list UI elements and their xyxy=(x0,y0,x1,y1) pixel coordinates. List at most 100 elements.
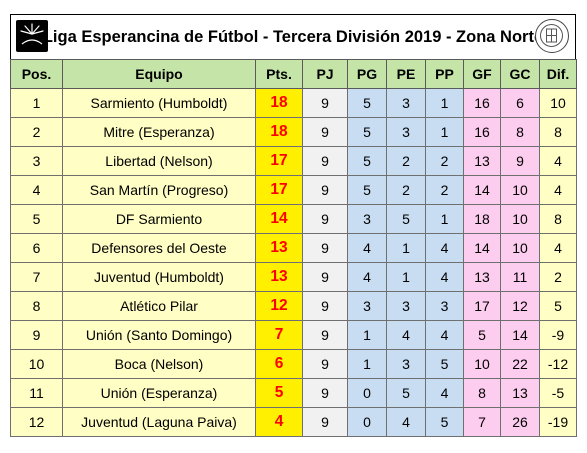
pp-cell: 1 xyxy=(425,204,464,234)
dif-cell: 8 xyxy=(539,117,577,147)
pos-cell: 6 xyxy=(10,233,63,263)
table-row: 7 Juventud (Humboldt) 13 9 4 1 4 13 11 2 xyxy=(10,262,577,292)
pp-cell: 1 xyxy=(425,117,464,147)
table-row: 3 Libertad (Nelson) 17 9 5 2 2 13 9 4 xyxy=(10,146,577,176)
pj-cell: 9 xyxy=(302,233,348,263)
gf-cell: 14 xyxy=(463,233,501,263)
dif-cell: 5 xyxy=(539,291,577,321)
gf-cell: 18 xyxy=(463,204,501,234)
gc-cell: 8 xyxy=(500,117,540,147)
league-crest-logo xyxy=(535,19,569,53)
pp-cell: 4 xyxy=(425,378,464,408)
dif-cell: 8 xyxy=(539,204,577,234)
table-row: 11 Unión (Esperanza) 5 9 0 5 4 8 13 -5 xyxy=(10,378,577,408)
pe-cell: 3 xyxy=(386,291,426,321)
table-row: 5 DF Sarmiento 14 9 3 5 1 18 10 8 xyxy=(10,204,577,234)
gc-cell: 13 xyxy=(500,378,540,408)
pg-cell: 5 xyxy=(347,117,387,147)
pe-cell: 1 xyxy=(386,233,426,263)
gf-cell: 17 xyxy=(463,291,501,321)
table-row: 8 Atlético Pilar 12 9 3 3 3 17 12 5 xyxy=(10,291,577,321)
pp-cell: 5 xyxy=(425,349,464,379)
pp-cell: 4 xyxy=(425,320,464,350)
pe-cell: 5 xyxy=(386,204,426,234)
gf-cell: 13 xyxy=(463,262,501,292)
column-header-dif: Dif. xyxy=(539,59,577,89)
dif-cell: -9 xyxy=(539,320,577,350)
pj-cell: 9 xyxy=(302,262,348,292)
dif-cell: 4 xyxy=(539,146,577,176)
pg-cell: 3 xyxy=(347,204,387,234)
pts-cell: 14 xyxy=(255,204,303,234)
table-row: 1 Sarmiento (Humboldt) 18 9 5 3 1 16 6 1… xyxy=(10,88,577,118)
table-row: 10 Boca (Nelson) 6 9 1 3 5 10 22 -12 xyxy=(10,349,577,379)
pe-cell: 3 xyxy=(386,88,426,118)
column-header-pg: PG xyxy=(347,59,387,89)
gf-cell: 8 xyxy=(463,378,501,408)
pj-cell: 9 xyxy=(302,146,348,176)
column-header-gc: GC xyxy=(500,59,540,89)
gc-cell: 10 xyxy=(500,204,540,234)
pos-cell: 11 xyxy=(10,378,63,408)
pg-cell: 5 xyxy=(347,175,387,205)
team-cell: Boca (Nelson) xyxy=(62,349,256,379)
pp-cell: 5 xyxy=(425,407,464,437)
gc-cell: 26 xyxy=(500,407,540,437)
gc-cell: 9 xyxy=(500,146,540,176)
pts-cell: 4 xyxy=(255,407,303,437)
sole-lef-logo xyxy=(16,20,48,52)
pts-cell: 18 xyxy=(255,117,303,147)
pp-cell: 3 xyxy=(425,291,464,321)
pe-cell: 1 xyxy=(386,262,426,292)
pe-cell: 5 xyxy=(386,378,426,408)
pg-cell: 5 xyxy=(347,146,387,176)
pe-cell: 3 xyxy=(386,117,426,147)
dif-cell: 4 xyxy=(539,175,577,205)
team-cell: Juventud (Laguna Paiva) xyxy=(62,407,256,437)
column-header-pos: Pos. xyxy=(10,59,63,89)
pts-cell: 13 xyxy=(255,233,303,263)
page-title: Liga Esperancina de Fútbol - Tercera Div… xyxy=(42,27,544,46)
team-cell: Unión (Santo Domingo) xyxy=(62,320,256,350)
column-header-pj: PJ xyxy=(302,59,348,89)
gf-cell: 5 xyxy=(463,320,501,350)
pts-cell: 7 xyxy=(255,320,303,350)
pj-cell: 9 xyxy=(302,407,348,437)
pg-cell: 1 xyxy=(347,349,387,379)
pg-cell: 4 xyxy=(347,233,387,263)
dif-cell: 4 xyxy=(539,233,577,263)
pj-cell: 9 xyxy=(302,117,348,147)
pos-cell: 12 xyxy=(10,407,63,437)
pe-cell: 4 xyxy=(386,407,426,437)
pp-cell: 2 xyxy=(425,146,464,176)
team-cell: Unión (Esperanza) xyxy=(62,378,256,408)
dif-cell: -5 xyxy=(539,378,577,408)
gf-cell: 16 xyxy=(463,117,501,147)
pj-cell: 9 xyxy=(302,175,348,205)
pe-cell: 2 xyxy=(386,146,426,176)
pg-cell: 0 xyxy=(347,407,387,437)
gf-cell: 10 xyxy=(463,349,501,379)
team-cell: Atlético Pilar xyxy=(62,291,256,321)
table-row: 12 Juventud (Laguna Paiva) 4 9 0 4 5 7 2… xyxy=(10,407,577,437)
pg-cell: 4 xyxy=(347,262,387,292)
team-cell: DF Sarmiento xyxy=(62,204,256,234)
gf-cell: 7 xyxy=(463,407,501,437)
gf-cell: 14 xyxy=(463,175,501,205)
table-row: 2 Mitre (Esperanza) 18 9 5 3 1 16 8 8 xyxy=(10,117,577,147)
table-header-row: Pos. Equipo Pts. PJ PG PE PP GF GC Dif. xyxy=(10,59,577,89)
pj-cell: 9 xyxy=(302,378,348,408)
standings-table: Pos. Equipo Pts. PJ PG PE PP GF GC Dif. … xyxy=(10,59,577,437)
pts-cell: 17 xyxy=(255,146,303,176)
pe-cell: 4 xyxy=(386,320,426,350)
pos-cell: 8 xyxy=(10,291,63,321)
gc-cell: 12 xyxy=(500,291,540,321)
pos-cell: 7 xyxy=(10,262,63,292)
pts-cell: 5 xyxy=(255,378,303,408)
team-cell: San Martín (Progreso) xyxy=(62,175,256,205)
column-header-team: Equipo xyxy=(62,59,256,89)
gf-cell: 13 xyxy=(463,146,501,176)
pj-cell: 9 xyxy=(302,204,348,234)
team-cell: Juventud (Humboldt) xyxy=(62,262,256,292)
pj-cell: 9 xyxy=(302,349,348,379)
